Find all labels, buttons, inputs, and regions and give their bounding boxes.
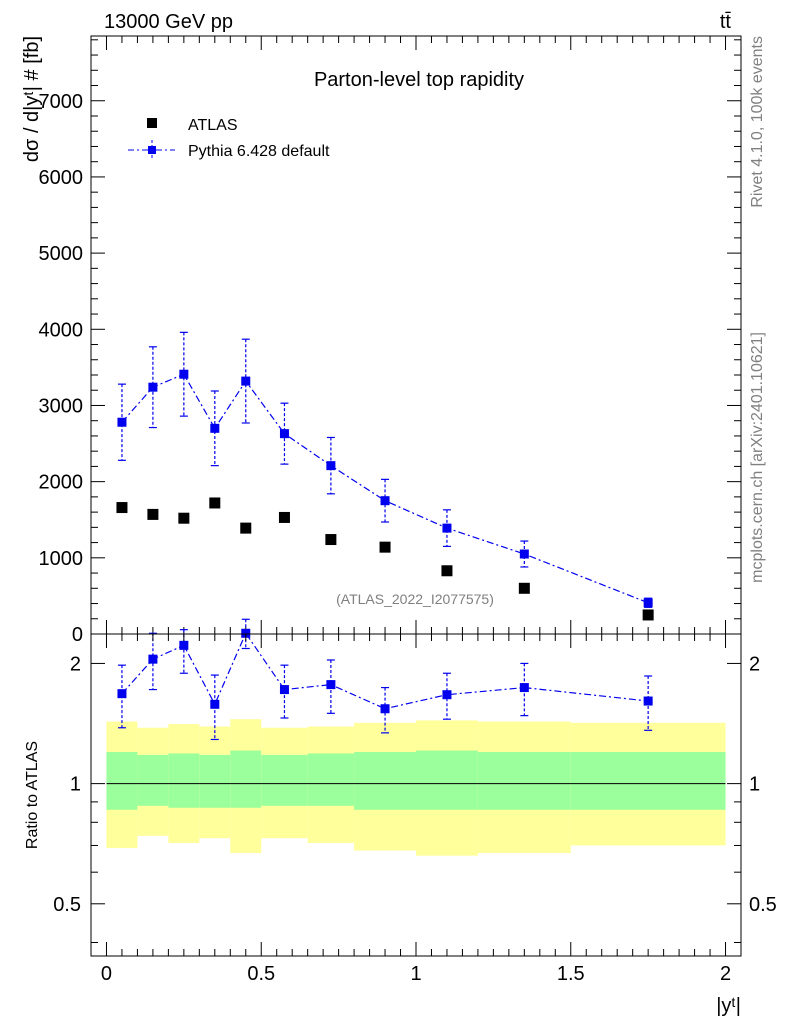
- ratio-y-tick-label-left: 1: [70, 774, 81, 796]
- atlas-point: [209, 497, 221, 509]
- watermark: (ATLAS_2022_I2077575): [336, 591, 494, 607]
- legend: ATLAS Pythia 6.428 default: [128, 117, 330, 160]
- atlas-point: [518, 582, 530, 594]
- pythia-point: [241, 376, 251, 386]
- atlas-point: [441, 565, 453, 577]
- pythia-point: [519, 549, 529, 559]
- ratio-y-tick-label-right: 2: [749, 653, 760, 675]
- main-y-tick-label: 1000: [39, 548, 84, 570]
- atlas-point: [642, 609, 654, 621]
- atlas-point: [178, 512, 190, 524]
- pythia-point: [326, 461, 336, 471]
- ratio-point: [380, 704, 390, 714]
- pythia-point: [148, 382, 158, 392]
- atlas-point: [325, 534, 337, 546]
- ratio-band-inner: [168, 753, 200, 808]
- atlas-point: [379, 541, 391, 553]
- pythia-point: [643, 598, 653, 608]
- ratio-point: [519, 683, 529, 693]
- ratio-panel: 0.5 0.5 1 1 2 2 0 0.5 1 1.5 2 Ratio to ATLAS |yᵗ|: [24, 618, 777, 1017]
- atlas-point: [240, 522, 252, 534]
- pythia-point: [179, 369, 189, 379]
- legend-mc-label: Pythia 6.428 default: [188, 143, 330, 160]
- ratio-point: [279, 685, 289, 695]
- ratio-point: [148, 654, 158, 664]
- chart-title: Parton-level top rapidity: [314, 69, 524, 91]
- source-label: mcplots.cern.ch [arXiv:2401.10621]: [749, 332, 766, 583]
- ratio-band-inner: [199, 754, 231, 808]
- atlas-point: [116, 502, 128, 514]
- energy-label: 13000 GeV pp: [104, 11, 233, 33]
- legend-atlas-marker: [147, 118, 157, 128]
- main-y-tick-label: 5000: [39, 243, 84, 265]
- pythia-point: [380, 496, 390, 506]
- x-tick-label: 2: [720, 963, 731, 985]
- ratio-band-inner: [416, 750, 478, 810]
- main-y-tick-label: 0: [72, 624, 83, 646]
- ratio-y-tick-label-right: 0.5: [749, 894, 777, 916]
- main-panel: 0 1000 2000 3000 4000 5000 6000 7000 Parton-lev…: [21, 35, 742, 646]
- ratio-band-inner: [354, 752, 416, 810]
- ratio-point: [210, 699, 220, 709]
- ratio-band-inner: [137, 754, 169, 806]
- x-tick-label: 1: [410, 963, 421, 985]
- ratio-point: [442, 690, 452, 700]
- ratio-point: [326, 680, 336, 690]
- ratio-y-tick-label-left: 2: [70, 653, 81, 675]
- ratio-band-inner: [570, 752, 726, 810]
- ratio-point: [241, 628, 251, 638]
- rivet-label: Rivet 4.1.0, 100k events: [749, 36, 766, 208]
- legend-atlas-label: ATLAS: [188, 117, 238, 134]
- ratio-y-tick-label-right: 1: [749, 774, 760, 796]
- ratio-band-inner: [307, 753, 355, 806]
- ratio-band-inner: [477, 752, 571, 810]
- ratio-band-inner: [230, 750, 262, 808]
- pythia-point: [210, 423, 220, 433]
- main-y-tick-label: 2000: [39, 472, 84, 494]
- ratio-band-inner: [106, 752, 138, 810]
- atlas-point: [278, 511, 290, 523]
- x-tick-label: 0.5: [247, 963, 275, 985]
- ratio-point: [179, 640, 189, 650]
- main-y-tick-label: 3000: [39, 395, 84, 417]
- process-label: tt̄: [720, 11, 732, 33]
- main-y-tick-label: 7000: [39, 91, 84, 113]
- atlas-point: [147, 508, 159, 520]
- x-tick-label: 0: [101, 963, 112, 985]
- ratio-point: [117, 689, 127, 699]
- legend-mc-marker: [148, 146, 156, 154]
- main-y-tick-label: 6000: [39, 167, 84, 189]
- ratio-y-tick-label-left: 0.5: [53, 894, 81, 916]
- main-y-axis-label: dσ / d|yᵗ| # [fb]: [21, 36, 43, 162]
- ratio-series-line: [121, 632, 649, 710]
- x-tick-label: 1.5: [557, 963, 585, 985]
- pythia-point: [442, 523, 452, 533]
- pythia-point: [117, 417, 127, 427]
- pythia-series-line: [121, 373, 649, 604]
- ratio-point: [643, 696, 653, 706]
- ratio-y-axis-label: Ratio to ATLAS: [24, 741, 41, 849]
- x-axis-label: |yᵗ|: [716, 995, 741, 1017]
- ratio-band-inner: [261, 754, 308, 806]
- main-y-tick-label: 4000: [39, 319, 84, 341]
- pythia-point: [279, 429, 289, 439]
